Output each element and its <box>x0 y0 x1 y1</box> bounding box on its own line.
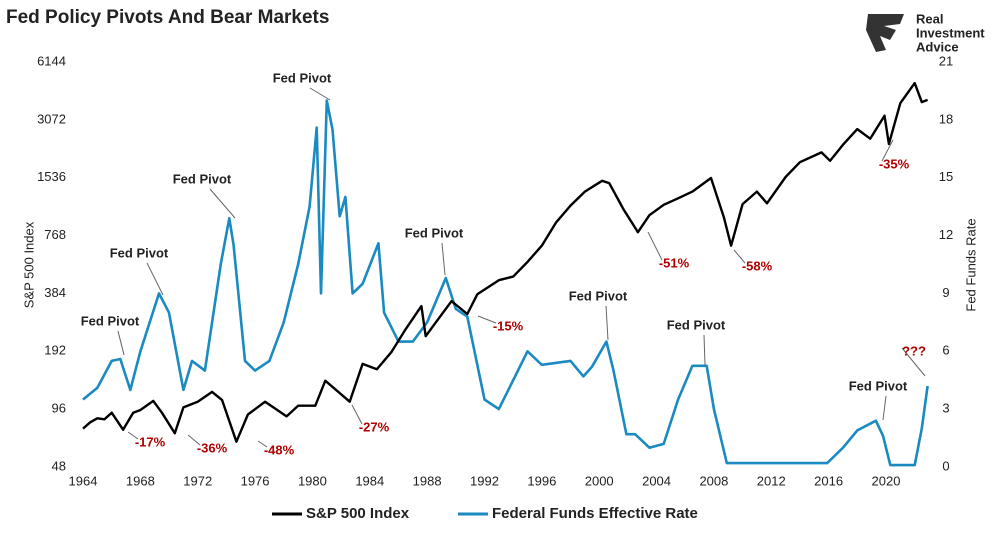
y-tick-label: 192 <box>44 343 66 358</box>
annotation-arrow <box>117 330 125 356</box>
x-tick-label: 1984 <box>355 473 384 488</box>
annotation: Fed Pivot <box>81 313 140 328</box>
y2-tick-label: 6 <box>942 343 949 358</box>
y2-tick-label: 3 <box>942 401 949 416</box>
annotation-arrow <box>882 395 887 421</box>
y2-tick-label: 15 <box>939 169 953 184</box>
annotation: Fed Pivot <box>569 288 628 303</box>
annotation-arrow <box>881 139 894 162</box>
series-line <box>82 99 929 467</box>
y-tick-label: 96 <box>52 401 66 416</box>
logo-mark <box>866 14 904 52</box>
annotation: -36% <box>197 440 228 455</box>
annotation: ??? <box>902 343 926 358</box>
y-tick-label: 3072 <box>37 111 66 126</box>
annotation: -35% <box>879 156 910 171</box>
x-tick-label: 1996 <box>527 473 556 488</box>
x-tick-label: 1992 <box>470 473 499 488</box>
y-axis-label: S&P 500 Index <box>21 221 36 308</box>
y2-tick-label: 21 <box>939 53 953 68</box>
y2-tick-label: 18 <box>939 111 953 126</box>
y-tick-label: 6144 <box>37 53 66 68</box>
legend-label: Federal Funds Effective Rate <box>492 505 698 522</box>
annotation-arrow <box>733 249 746 264</box>
annotation-arrow <box>309 87 331 101</box>
annotation-arrow <box>477 315 497 324</box>
annotation-arrow <box>441 242 446 276</box>
annotation: -17% <box>135 434 166 449</box>
logo: Real Investment Advice <box>866 11 985 54</box>
y-tick-label: 1536 <box>37 169 66 184</box>
annotation: Fed Pivot <box>849 378 908 393</box>
x-tick-label: 1976 <box>241 473 270 488</box>
x-tick-label: 2000 <box>585 473 614 488</box>
annotation-arrow <box>257 440 268 448</box>
annotation: Fed Pivot <box>110 245 169 260</box>
annotation-arrow <box>209 188 236 219</box>
annotation-arrow <box>187 434 201 446</box>
annotation-arrow <box>901 347 926 377</box>
x-tick-label: 1988 <box>413 473 442 488</box>
chart-title: Fed Policy Pivots And Bear Markets <box>6 7 329 28</box>
y-tick-label: 384 <box>44 285 66 300</box>
series-line <box>82 81 929 443</box>
annotation-arrow <box>351 404 363 425</box>
x-tick-label: 2008 <box>699 473 728 488</box>
annotation: -58% <box>742 258 773 273</box>
y2-tick-label: 12 <box>939 227 953 242</box>
annotation-arrow <box>146 262 164 296</box>
annotation-arrow <box>127 431 139 440</box>
y2-axis-label: Fed Funds Rate <box>963 218 978 311</box>
logo-text: Investment <box>916 25 985 40</box>
annotation: -48% <box>264 442 295 457</box>
y2-tick-label: 0 <box>942 458 949 473</box>
x-tick-label: 2020 <box>872 473 901 488</box>
annotation: -15% <box>493 318 524 333</box>
x-tick-label: 1964 <box>69 473 98 488</box>
y2-tick-label: 9 <box>942 285 949 300</box>
x-tick-label: 1972 <box>183 473 212 488</box>
x-tick-label: 2012 <box>757 473 786 488</box>
legend-label: S&P 500 Index <box>306 505 410 522</box>
annotation: Fed Pivot <box>173 171 232 186</box>
annotation: -27% <box>359 419 390 434</box>
y-tick-label: 48 <box>52 458 66 473</box>
annotation: Fed Pivot <box>667 317 726 332</box>
x-tick-label: 1968 <box>126 473 155 488</box>
logo-text: Advice <box>916 39 959 54</box>
annotation-arrow <box>647 231 663 261</box>
x-tick-label: 2004 <box>642 473 671 488</box>
logo-text: Real <box>916 11 943 26</box>
y-tick-label: 768 <box>44 227 66 242</box>
annotation: -51% <box>659 255 690 270</box>
x-tick-label: 2016 <box>814 473 843 488</box>
annotation: Fed Pivot <box>273 70 332 85</box>
annotation: Fed Pivot <box>405 225 464 240</box>
annotation-arrow <box>703 334 706 366</box>
x-tick-label: 1980 <box>298 473 327 488</box>
annotation-arrow <box>605 305 609 341</box>
